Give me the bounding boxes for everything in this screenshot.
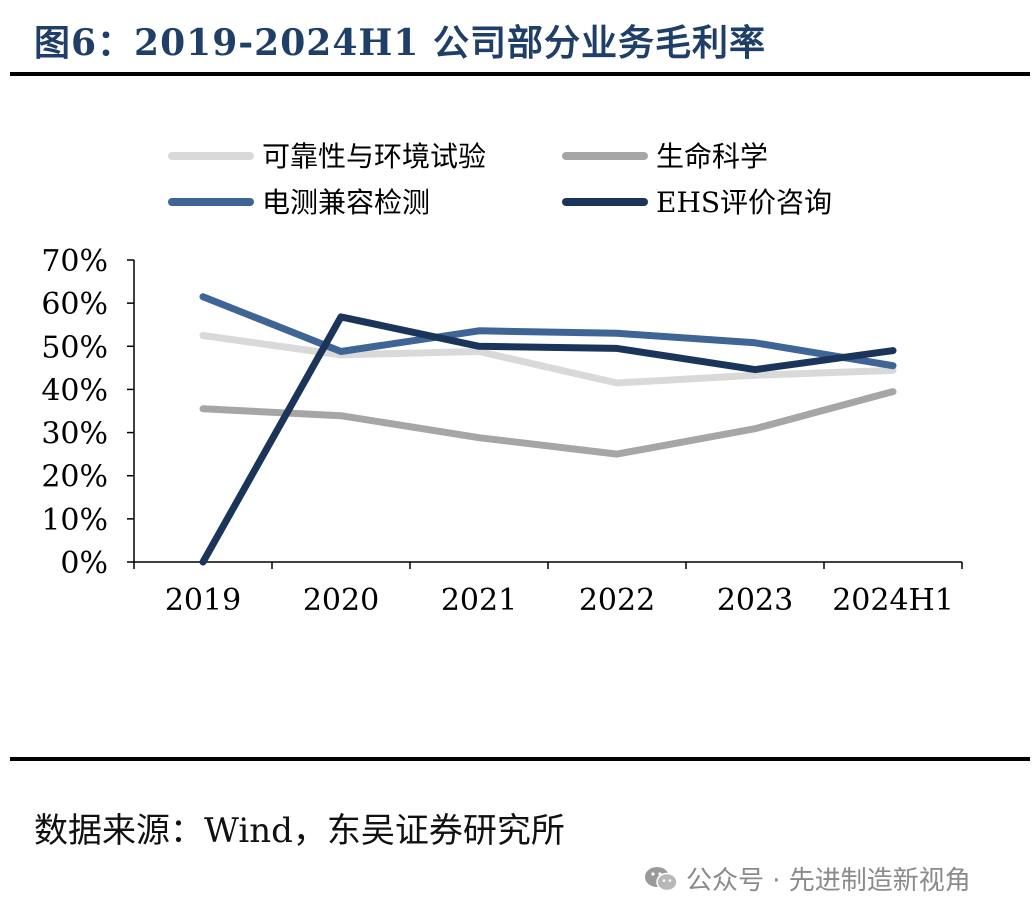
y-tick-label: 40%: [41, 373, 108, 408]
chart-axes: 70% 60% 50% 40% 30% 20% 10% 0% 2019 2020 2021 2022 2…: [41, 244, 963, 618]
y-tick-label: 30%: [41, 417, 108, 452]
watermark-text: 公众号 · 先进制造新视角: [686, 866, 971, 896]
x-tick-label: 2020: [303, 583, 379, 618]
wechat-icon: [645, 866, 678, 891]
legend-label: EHS评价咨询: [656, 186, 832, 219]
watermark: 公众号 · 先进制造新视角: [644, 860, 971, 897]
source-note: 数据来源：Wind，东吴证券研究所: [34, 811, 565, 851]
legend-label: 生命科学: [656, 140, 768, 173]
y-tick-label: 50%: [41, 330, 108, 365]
top-divider: [10, 72, 1030, 76]
legend-label: 电测兼容检测: [262, 186, 430, 219]
y-tick-label: 20%: [41, 460, 108, 495]
legend-label: 可靠性与环境试验: [262, 140, 486, 173]
x-tick-label: 2024H1: [832, 583, 954, 618]
series-line-2: [199, 388, 897, 458]
y-tick-label: 70%: [41, 244, 108, 279]
bottom-divider: [10, 757, 1030, 761]
series-line-3: [199, 293, 897, 370]
y-tick-label: 10%: [41, 503, 108, 538]
x-tick-label: 2021: [441, 583, 517, 618]
chart-series: [199, 293, 897, 566]
x-tick-label: 2019: [165, 583, 241, 618]
x-tick-label: 2023: [717, 583, 793, 618]
y-tick-label: 60%: [41, 287, 108, 322]
x-tick-label: 2022: [579, 583, 655, 618]
series-line-4: [199, 313, 897, 566]
figure-title: 图6：2019-2024H1 公司部分业务毛利率: [34, 22, 766, 64]
y-tick-label: 0%: [60, 546, 108, 581]
